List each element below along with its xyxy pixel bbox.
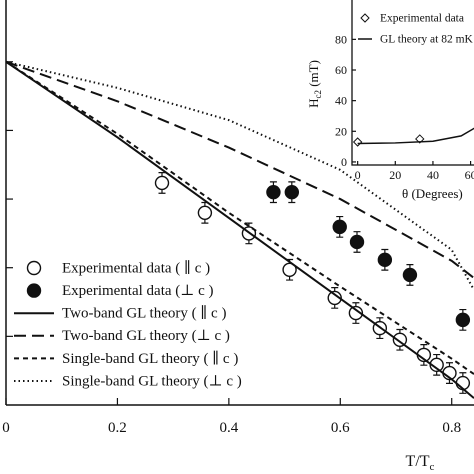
legend-label: Experimental data (⊥ c ) <box>62 283 214 299</box>
curve <box>5 60 474 291</box>
y-tick-label: 60 <box>335 63 347 77</box>
x-tick-label: 40 <box>427 168 439 182</box>
marker <box>197 205 213 220</box>
x-tick-label: 20 <box>389 168 401 182</box>
marker <box>332 219 347 235</box>
curve <box>5 60 474 279</box>
x-axis-label-main: T/T <box>406 453 430 470</box>
inset-y-label: Hc2 (mT) <box>306 60 323 108</box>
marker <box>26 260 42 276</box>
inset-x-label: θ (Degrees) <box>402 186 463 201</box>
inset-y-label-unit: (mT) <box>306 60 321 90</box>
marker <box>266 185 281 200</box>
marker <box>377 252 393 268</box>
legend-label: Experimental data ( ∥ c ) <box>62 259 210 276</box>
x-tick-label: 60 <box>465 168 474 182</box>
legend-label: Single-band GL theory ( ∥ c ) <box>62 350 238 367</box>
x-axis-label: T/Tc <box>406 453 435 473</box>
x-tick-label: 0.4 <box>219 420 238 436</box>
x-tick-label: 0.6 <box>331 420 350 436</box>
y-tick-label: 20 <box>335 124 347 138</box>
x-tick-label: 0.8 <box>442 420 461 436</box>
legend-label: GL theory at 82 mK <box>380 34 474 46</box>
marker <box>348 305 364 321</box>
marker <box>327 290 342 306</box>
curve <box>5 60 474 399</box>
marker <box>284 185 300 200</box>
y-tick-label: 80 <box>335 32 347 46</box>
plot: 0 20 40 60 0 20 40 60 80 Experimental data GL theo… <box>335 0 474 182</box>
marker <box>349 234 365 250</box>
inset-frame <box>351 0 474 166</box>
x-tick-label: 0 <box>2 420 10 436</box>
marker <box>360 13 370 23</box>
marker <box>455 312 471 328</box>
x-axis-label-sub: c <box>430 461 435 473</box>
legend-label: Experimental data <box>380 13 464 25</box>
legend-label: Single-band GL theory (⊥ c ) <box>62 373 242 389</box>
inset-y-label-main: H <box>306 99 321 108</box>
y-tick-label: 0 <box>341 155 347 169</box>
marker <box>154 175 170 191</box>
marker <box>282 262 297 277</box>
curve <box>5 60 474 375</box>
x-tick-label: 0.2 <box>108 420 127 436</box>
inset-y-label-sub: c2 <box>313 90 323 99</box>
marker <box>415 134 425 144</box>
curve <box>357 127 474 145</box>
y-tick-label: 40 <box>335 94 347 108</box>
marker <box>402 267 418 283</box>
marker <box>26 283 42 298</box>
plot: 0 0.2 0.4 0.6 0.8 Experimental data ( ∥ c ) Ex… <box>2 0 474 436</box>
legend-label: Two-band GL theory (⊥ c ) <box>62 328 230 344</box>
x-tick-label: 0 <box>355 168 361 182</box>
legend-label: Two-band GL theory ( ∥ c ) <box>62 305 226 322</box>
